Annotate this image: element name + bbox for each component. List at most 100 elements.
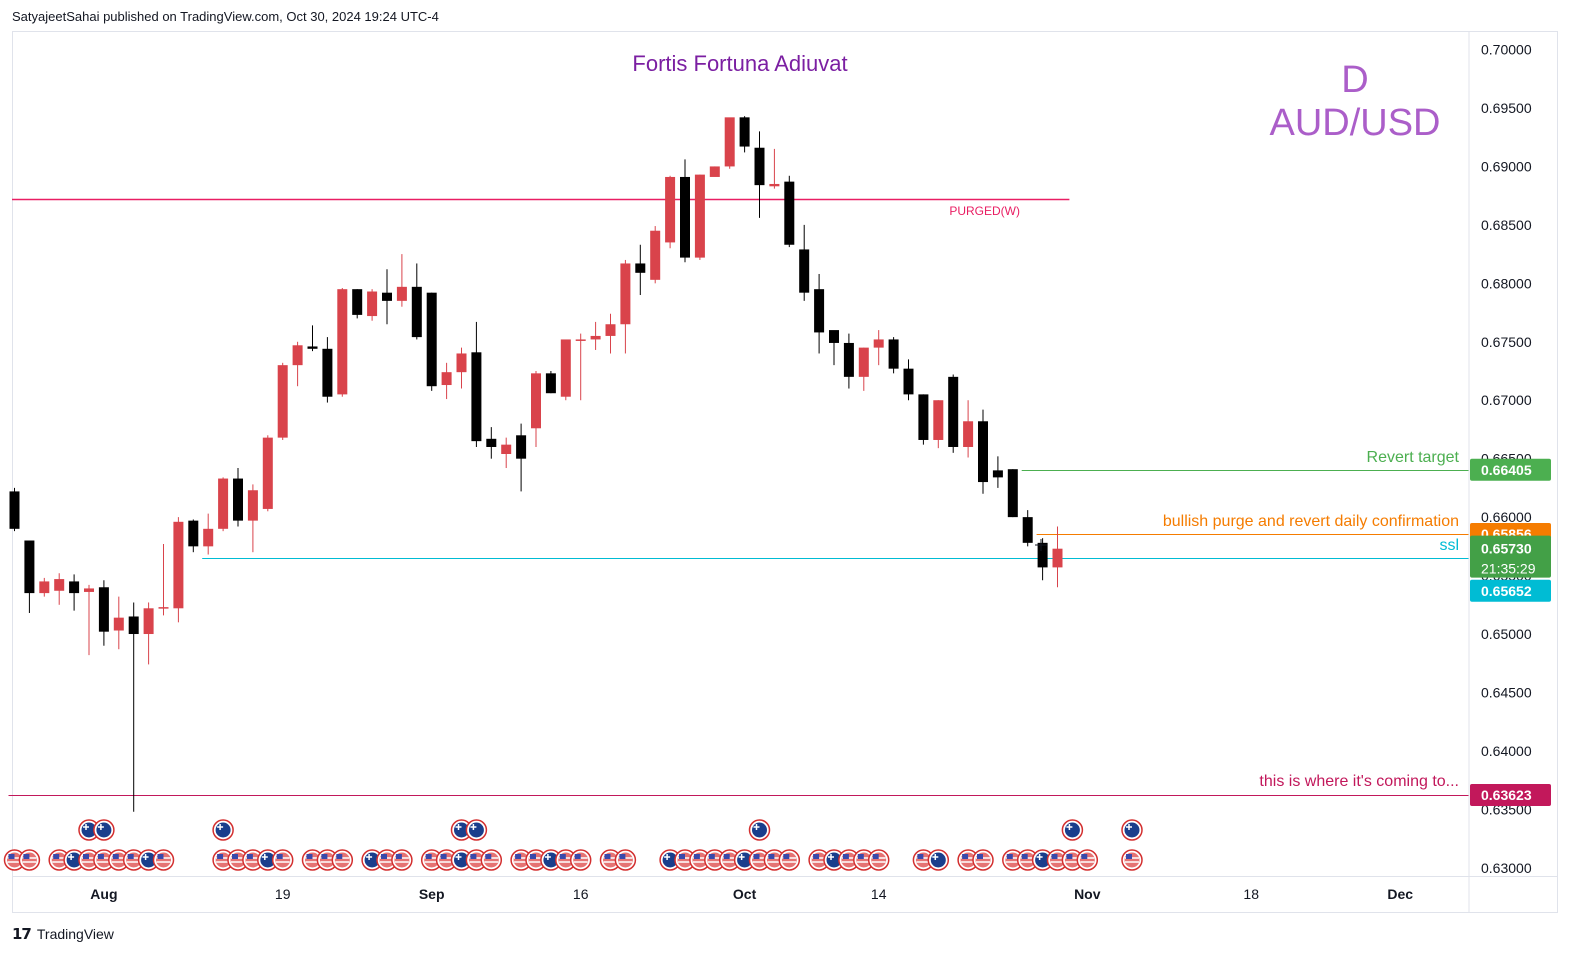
candle-body (9, 491, 20, 529)
candle-body (98, 587, 109, 632)
event-icon-canton (679, 854, 685, 859)
revert-target-price-tag-bg (1470, 458, 1551, 481)
price-tick-label: 0.69000 (1481, 158, 1532, 174)
candle (501, 437, 512, 469)
candle (158, 544, 169, 616)
usd-event-icon (480, 849, 503, 871)
event-icon-canton (425, 854, 432, 859)
event-icon-canton (381, 854, 387, 859)
event-icon-canton (783, 854, 790, 859)
candle (963, 400, 974, 458)
price-tick-label: 0.68500 (1481, 217, 1532, 233)
event-icon-cross (932, 854, 939, 860)
event-icon-cross (470, 824, 477, 830)
event-icon-fill (468, 822, 484, 838)
candle (367, 289, 378, 321)
price-tick-label: 0.67000 (1481, 392, 1532, 408)
candle (858, 347, 869, 391)
price-tick-label: 0.63000 (1481, 860, 1532, 876)
candle-body (471, 352, 482, 442)
event-icon-canton (857, 854, 864, 859)
candle (188, 519, 199, 553)
aud-event-icon (927, 849, 950, 871)
price-tick-label: 0.67500 (1481, 334, 1532, 350)
aud-event-icon (63, 849, 85, 871)
chart-frame[interactable] (12, 31, 1558, 913)
ssl-price-tag-text: 0.65652 (1481, 583, 1532, 599)
candle-body (888, 339, 899, 369)
candle-body (620, 263, 631, 325)
event-icon-cross (142, 854, 149, 860)
usd-event-icon (510, 849, 532, 871)
candle (1037, 538, 1048, 581)
candle (769, 148, 780, 189)
candle (992, 456, 1003, 488)
candle (396, 254, 407, 307)
candle (739, 116, 750, 153)
usd-event-icon (3, 849, 26, 871)
candle-body (352, 289, 363, 315)
candle (411, 263, 422, 340)
candle (978, 409, 988, 494)
usd-event-icon (867, 849, 890, 871)
candle-body (322, 348, 333, 397)
event-icon-cross (1036, 854, 1043, 860)
event-icon-canton (619, 854, 626, 859)
usd-event-icon (957, 849, 979, 871)
usd-event-icon (689, 849, 711, 871)
aud-event-icon (78, 819, 100, 841)
event-icon-cross (83, 824, 89, 830)
candle (382, 269, 392, 325)
event-icon-fill (96, 822, 112, 838)
candle (665, 175, 676, 249)
event-icon-cross (455, 854, 462, 860)
countdown-text: 21:35:29 (1481, 561, 1536, 577)
event-icon-canton (1126, 854, 1132, 859)
candle-body (69, 581, 80, 594)
candle (799, 224, 810, 301)
candle-body (1022, 517, 1033, 543)
candle-body (560, 339, 571, 397)
candle-body (590, 335, 601, 340)
aud-event-icon (823, 849, 845, 871)
event-icon-canton (693, 854, 700, 859)
event-icon-canton (97, 854, 104, 859)
event-icon-canton (962, 854, 969, 859)
event-icon-canton (440, 854, 447, 859)
target-low-label: this is where it's coming to... (1259, 773, 1459, 790)
event-icon-cross (544, 854, 551, 860)
candle (277, 362, 288, 440)
candle-body (501, 444, 512, 454)
candle (233, 468, 243, 527)
candle (918, 394, 929, 445)
candle-body (143, 608, 154, 635)
candle-body (650, 230, 661, 280)
aud-event-icon (1061, 819, 1084, 841)
candle-body (54, 579, 65, 591)
usd-event-icon (465, 849, 488, 871)
candle-body (709, 166, 720, 177)
event-icon-canton (604, 854, 611, 859)
event-icon-cross (1066, 824, 1073, 830)
ssl-price-tag-bg (1470, 579, 1551, 602)
event-icon-cross (366, 854, 373, 860)
price-tick-label: 0.65000 (1481, 626, 1532, 642)
event-icon-canton (917, 854, 924, 859)
usd-event-icon (1076, 849, 1099, 871)
price-tick-label: 0.66000 (1481, 509, 1532, 525)
revert-target-price-tag: 0.66405 (1470, 458, 1551, 481)
event-icon-canton (53, 854, 60, 859)
candle (829, 330, 839, 366)
event-markers (3, 819, 1143, 871)
event-icon-canton (246, 854, 253, 859)
usd-event-icon (1121, 849, 1143, 871)
crosshair-cursor-icon (1035, 539, 1047, 551)
event-icon-canton (530, 854, 536, 859)
event-icon-canton (559, 854, 566, 859)
candle (650, 226, 661, 284)
candle-body (233, 478, 243, 521)
usd-event-icon (271, 849, 294, 871)
candle-body (799, 249, 810, 293)
aud-event-icon (748, 819, 771, 841)
